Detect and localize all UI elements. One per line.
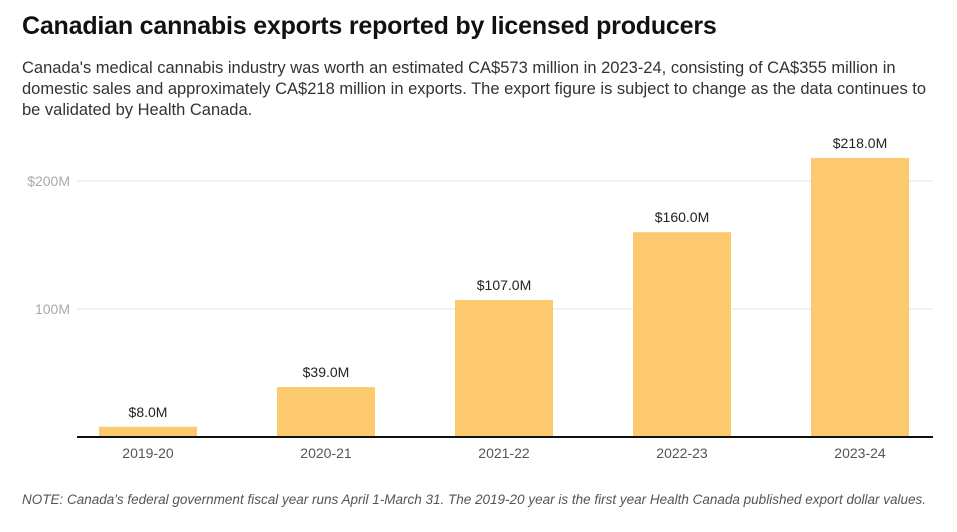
- y-tick-label: 100M: [35, 301, 70, 317]
- data-label: $218.0M: [833, 135, 887, 151]
- x-tick-label: 2022-23: [656, 445, 708, 461]
- y-tick-label: $200M: [27, 173, 70, 189]
- x-tick-label: 2019-20: [122, 445, 174, 461]
- x-tick-label: 2021-22: [478, 445, 530, 461]
- chart-title: Canadian cannabis exports reported by li…: [22, 12, 717, 40]
- bar: [99, 426, 197, 437]
- bar: [811, 157, 909, 437]
- chart-subtitle: Canada's medical cannabis industry was w…: [22, 59, 927, 119]
- x-tick-label: 2023-24: [834, 445, 886, 461]
- bar: [633, 232, 731, 437]
- data-label: $8.0M: [129, 404, 168, 420]
- data-label: $107.0M: [477, 277, 531, 293]
- data-label: $39.0M: [303, 364, 350, 380]
- data-label: $160.0M: [655, 209, 709, 225]
- chart-note: NOTE: Canada's federal government fiscal…: [22, 492, 927, 507]
- bar: [277, 387, 375, 437]
- bar: [455, 300, 553, 437]
- x-tick-label: 2020-21: [300, 445, 352, 461]
